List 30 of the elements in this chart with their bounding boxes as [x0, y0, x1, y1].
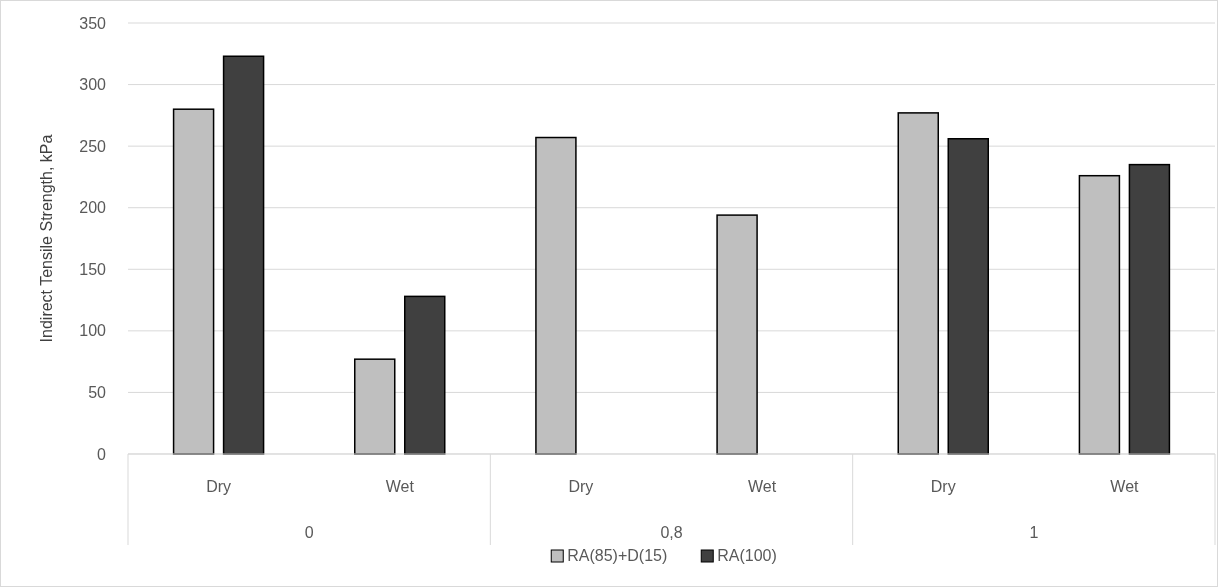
bar: [1078, 174, 1121, 455]
x-tick-label: Wet: [385, 478, 415, 495]
bar: [716, 214, 758, 455]
y-tick-label: 350: [79, 14, 107, 32]
bar: [172, 108, 215, 455]
y-tick-label: 250: [79, 137, 107, 155]
x-tick-label: Dry: [206, 478, 232, 495]
bar: [354, 358, 396, 455]
legend-label: RA(85)+D(15): [567, 547, 668, 564]
bar: [897, 112, 939, 455]
bar: [222, 55, 265, 455]
y-tick-label: 300: [79, 76, 107, 94]
x-tick-label: Wet: [748, 478, 777, 495]
legend-label: RA(100): [717, 547, 777, 564]
text: 1: [1029, 524, 1039, 541]
y-tick-label: 0: [97, 445, 107, 463]
y-axis-title: Indirect Tensile Strength, kPa: [38, 134, 55, 343]
y-tick-label: 200: [79, 199, 107, 217]
x-tick-label: Dry: [930, 478, 956, 495]
y-tick-label: 100: [79, 322, 107, 340]
x-tick-label: Wet: [1110, 478, 1140, 495]
y-tick-label: 150: [79, 260, 107, 278]
text: 0: [304, 524, 314, 541]
bar: [947, 138, 989, 455]
text: 0,8: [660, 524, 683, 541]
y-tick-label: 50: [88, 384, 107, 402]
bar: [535, 136, 577, 455]
bar: [1128, 163, 1171, 455]
bar: [404, 295, 446, 455]
x-tick-label: Dry: [568, 478, 594, 495]
